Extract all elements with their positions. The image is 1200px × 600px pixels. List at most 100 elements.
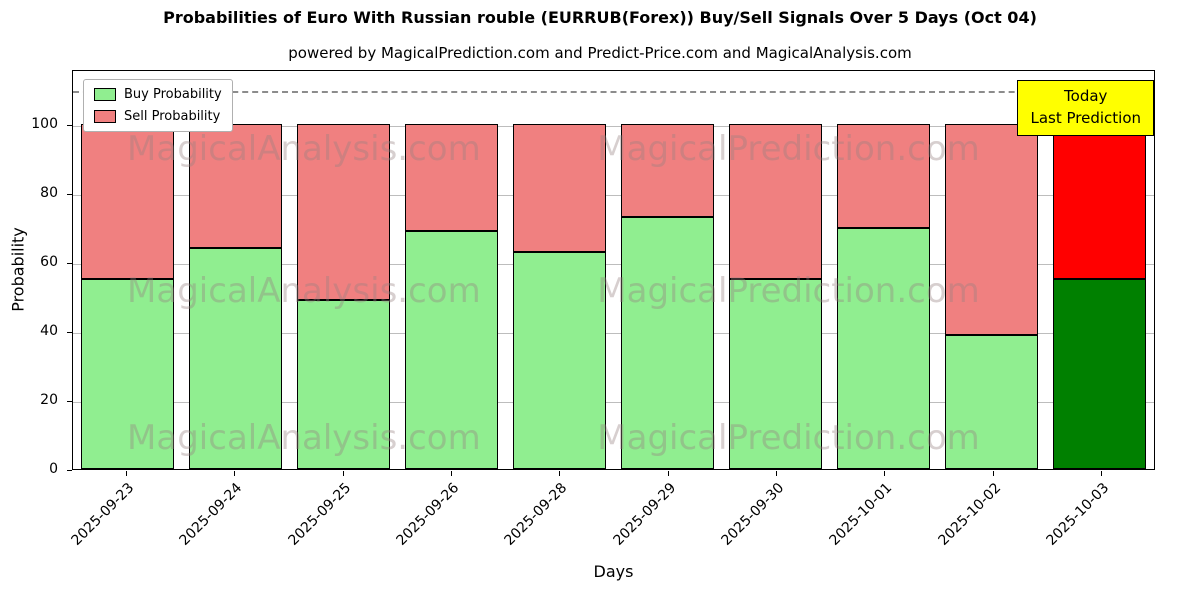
buy-segment — [621, 217, 714, 469]
stacked-bar-2025-09-29 — [621, 124, 714, 469]
sell-segment — [837, 124, 931, 228]
gridline — [73, 126, 1154, 128]
y-tick-mark — [67, 401, 72, 402]
bar-slot-2025-10-01 — [830, 71, 938, 469]
legend: Buy Probability Sell Probability — [83, 79, 233, 132]
y-tick-mark — [67, 194, 72, 196]
x-tick-label: 2025-09-24 — [176, 480, 246, 549]
x-axis-title: Days — [593, 562, 634, 581]
x-tick-mark — [884, 471, 886, 476]
watermark-text: MagicalAnalysis.com — [127, 129, 481, 169]
x-tick-mark — [776, 471, 777, 476]
x-tick-labels: 2025-09-23 2025-09-24 2025-09-25 2025-09-26… — [69, 472, 1155, 592]
watermark-text: MagicalPrediction.com — [597, 129, 980, 169]
gridline — [73, 195, 1154, 197]
y-tick-mark — [67, 125, 72, 127]
gridlines-layer — [73, 71, 1154, 469]
plot-area: MagicalAnalysis.com MagicalPrediction.com… — [72, 70, 1155, 470]
y-tick-mark — [67, 263, 72, 265]
stacked-bar-2025-09-25 — [296, 124, 390, 469]
bar-slot-2025-10-02 — [938, 71, 1046, 469]
x-tick-label: 2025-10-01 — [826, 480, 896, 549]
legend-item-buy: Buy Probability — [94, 87, 222, 102]
legend-item-sell: Sell Probability — [94, 109, 222, 124]
stacked-bar-2025-10-02 — [945, 124, 1039, 469]
x-tick-mark — [342, 471, 344, 476]
stacked-bar-2025-09-28 — [512, 124, 606, 469]
y-tick-label: 20 — [40, 392, 58, 408]
bar-slot-2025-09-28 — [505, 71, 613, 469]
buy-segment — [837, 227, 931, 469]
y-tick-mark — [67, 470, 72, 471]
legend-label-buy: Buy Probability — [124, 87, 222, 102]
y-tick-labels: 0 20 40 60 80 100 — [0, 70, 64, 477]
x-tick-mark — [234, 471, 236, 476]
x-tick-mark — [559, 471, 561, 476]
buy-segment — [729, 279, 823, 469]
legend-label-sell: Sell Probability — [124, 109, 221, 124]
sell-segment — [1053, 124, 1147, 280]
sell-segment — [621, 124, 714, 218]
sell-segment — [296, 124, 390, 300]
x-tick-label: 2025-09-28 — [501, 480, 571, 549]
y-tick-label: 60 — [40, 254, 58, 271]
watermark-text: MagicalAnalysis.com — [127, 418, 481, 458]
sell-segment — [404, 124, 498, 232]
x-tick-label: 2025-10-02 — [934, 480, 1004, 549]
watermark-text: MagicalPrediction.com — [597, 271, 980, 311]
x-tick-label: 2025-09-26 — [393, 480, 463, 549]
buy-segment — [404, 231, 498, 469]
chart-title: Probabilities of Euro With Russian roubl… — [163, 8, 1037, 27]
watermark-text: MagicalPrediction.com — [597, 418, 980, 458]
bar-slot-2025-09-25 — [289, 71, 397, 469]
buy-color-swatch — [94, 88, 116, 101]
stacked-bar-2025-10-01 — [837, 124, 931, 469]
x-tick-mark — [992, 471, 994, 476]
bar-slot-2025-09-30 — [722, 71, 830, 469]
buy-segment — [512, 251, 606, 469]
sell-segment — [729, 124, 823, 280]
y-tick-label: 40 — [40, 323, 58, 340]
gridline — [73, 264, 1154, 266]
today-annotation: Today Last Prediction — [1017, 80, 1154, 136]
stacked-bar-2025-09-26 — [404, 124, 498, 469]
x-tick-label: 2025-09-23 — [68, 480, 138, 549]
x-tick-mark — [126, 471, 128, 476]
x-tick-mark — [1100, 471, 1102, 476]
x-tick-label: 2025-09-29 — [610, 480, 679, 549]
stacked-bar-2025-09-23 — [80, 124, 174, 469]
gridline — [73, 402, 1154, 403]
bar-slot-2025-09-29 — [613, 71, 721, 469]
y-tick-label: 0 — [49, 461, 58, 477]
sell-segment — [945, 124, 1039, 335]
buy-segment — [945, 334, 1039, 469]
stacked-bar-2025-10-03 — [1053, 124, 1147, 469]
sell-segment — [188, 124, 282, 249]
bars-layer — [73, 71, 1154, 469]
chart-subtitle: powered by MagicalPrediction.com and Pre… — [288, 44, 912, 62]
x-tick-label: 2025-10-03 — [1043, 480, 1113, 549]
watermark-layer: MagicalAnalysis.com MagicalPrediction.com… — [73, 71, 1154, 469]
buy-segment — [80, 279, 174, 469]
buy-segment — [296, 300, 390, 469]
sell-color-swatch — [94, 110, 116, 123]
x-tick-mark — [667, 471, 669, 476]
y-tick-mark — [67, 332, 72, 334]
prediction-threshold-line — [73, 90, 1154, 93]
buy-segment — [1053, 279, 1147, 469]
x-tick-label: 2025-09-30 — [718, 480, 788, 549]
buy-segment — [188, 248, 282, 469]
annotation-line-1: Today — [1064, 87, 1108, 105]
bar-slot-2025-10-03 — [1046, 71, 1154, 469]
bar-slot-2025-09-26 — [397, 71, 505, 469]
bar-slot-2025-09-24 — [181, 71, 289, 469]
sell-segment — [80, 124, 174, 280]
stacked-bar-2025-09-24 — [188, 124, 282, 469]
x-tick-label: 2025-09-25 — [285, 480, 355, 549]
stacked-bar-2025-09-30 — [729, 124, 823, 469]
sell-segment — [512, 124, 606, 252]
y-tick-label: 100 — [31, 116, 58, 133]
bar-slot-2025-09-23 — [73, 71, 181, 469]
x-tick-mark — [451, 471, 453, 476]
